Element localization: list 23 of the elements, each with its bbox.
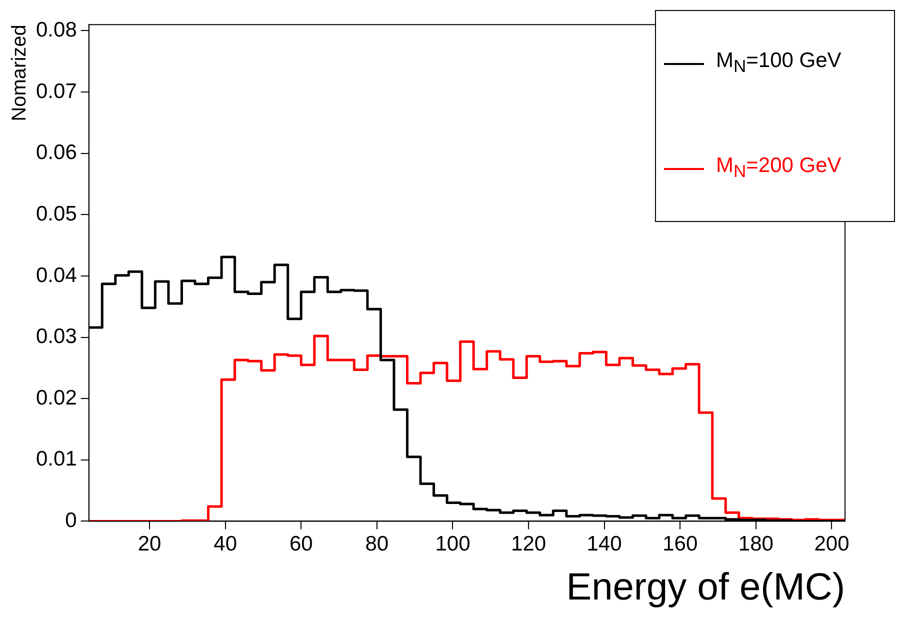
y-axis-title: Nomarized [8, 24, 31, 122]
y-tick-label: 0.03 [36, 325, 77, 348]
y-tick-label: 0.04 [36, 264, 78, 287]
y-tick-label: 0 [65, 508, 77, 532]
x-tick-label: 80 [365, 532, 389, 556]
x-tick-label: 180 [738, 532, 774, 556]
x-tick-label: 140 [586, 532, 622, 556]
y-tick-label: 0.05 [36, 202, 77, 226]
x-tick-label: 20 [138, 532, 162, 556]
x-axis-title: Energy of e(MC) [566, 566, 845, 609]
x-tick-label: 200 [814, 532, 850, 556]
x-tick-label: 40 [214, 532, 237, 556]
y-tick-label: 0.01 [36, 448, 77, 471]
x-tick-label: 60 [289, 532, 313, 556]
legend-label: M$_{N}$=200 GeV [716, 154, 842, 183]
y-tick-label: 0.07 [36, 80, 77, 103]
y-tick-label: 0.02 [36, 386, 77, 410]
y-tick-label: 0.06 [36, 141, 77, 164]
x-tick-label: 120 [511, 532, 546, 556]
legend-label: M$_{N}$=100 GeV [716, 49, 842, 78]
y-tick-label: 0.08 [36, 18, 77, 42]
x-tick-label: 160 [662, 532, 698, 556]
x-tick-label: 100 [435, 532, 470, 556]
